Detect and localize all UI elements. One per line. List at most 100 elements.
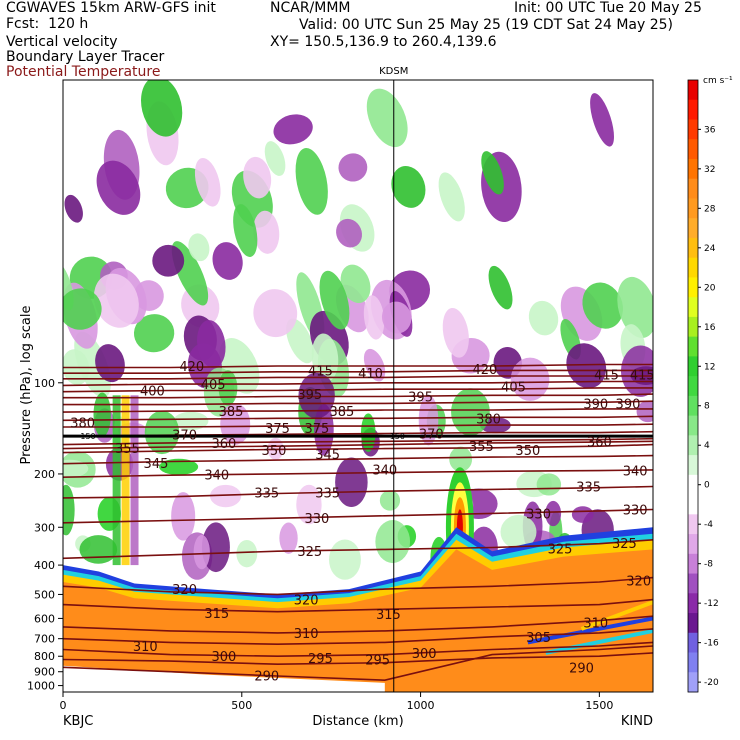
contour-label: 360 — [211, 437, 236, 452]
colorbar-swatch — [688, 257, 698, 278]
y-tick-label: 200 — [34, 468, 55, 481]
velocity-cell — [93, 273, 139, 328]
contour-label: 295 — [308, 652, 333, 667]
velocity-cell — [273, 114, 313, 145]
velocity-cell — [212, 242, 243, 280]
colorbar-label: 20 — [704, 283, 716, 293]
colorbar-label: 28 — [704, 204, 716, 214]
velocity-cell — [381, 301, 412, 334]
contour-label: 370 — [172, 428, 197, 443]
theta-contour-315 — [63, 598, 653, 613]
contour-label: 385 — [329, 405, 354, 420]
bl-streak — [580, 600, 653, 631]
contour-label: 400 — [140, 384, 165, 399]
theta-contour-300 — [63, 641, 653, 658]
header-field-bl-tracer: Boundary Layer Tracer — [6, 49, 165, 65]
theta-contour-310 — [63, 615, 653, 634]
colorbar-swatch — [688, 356, 698, 377]
colorbar-swatch — [688, 435, 698, 456]
y-axis-label: Pressure (hPa), log scale — [19, 306, 34, 465]
contour-label: 325 — [612, 537, 637, 552]
velocity-cell — [286, 318, 314, 364]
velocity-cell — [243, 156, 272, 199]
velocity-cell — [366, 88, 408, 148]
header-forecast-hour: Fcst: 120 h — [6, 16, 89, 32]
velocity-cell — [152, 244, 185, 277]
velocity-cell — [74, 331, 111, 398]
theta-contour-420 — [63, 363, 653, 369]
velocity-cell — [311, 333, 339, 382]
y-tick-label: 700 — [34, 633, 55, 646]
contour-label: 320 — [172, 583, 197, 598]
x-axis-label: Distance (km) — [312, 714, 403, 729]
velocity-cell — [236, 540, 258, 568]
x-tick-label: 1500 — [585, 699, 613, 712]
x-tick-label: 1000 — [407, 699, 435, 712]
velocity-plume — [130, 395, 139, 566]
colorbar-swatch — [688, 534, 698, 555]
velocity-cell — [338, 153, 368, 182]
contour-label: 295 — [365, 653, 390, 668]
velocity-cell — [375, 520, 411, 564]
colorbar-label: 12 — [704, 362, 715, 372]
velocity-cell — [360, 413, 376, 452]
axes: 0 500 1000 15001002003004005006007008009001… — [27, 377, 613, 712]
velocity-cell — [336, 218, 362, 248]
colorbar-swatch — [688, 613, 698, 634]
right-endpoint-label: KIND — [621, 714, 653, 729]
colorbar-swatch — [688, 158, 698, 180]
colorbar-swatch — [688, 178, 698, 199]
theta-contour-380 — [63, 415, 653, 422]
theta-contour-415 — [63, 369, 653, 374]
theta-contour-395 — [63, 393, 653, 399]
plot-frame — [62, 79, 654, 693]
contour-label: 390 — [616, 397, 641, 412]
velocity-cell — [319, 270, 350, 330]
contour-label: 345 — [144, 457, 169, 472]
colorbar-label: -12 — [704, 599, 719, 609]
velocity-cell — [438, 172, 465, 222]
contour-label: 315 — [376, 608, 401, 623]
y-tick-label: 500 — [34, 588, 55, 601]
theta-contour-350 — [63, 443, 653, 454]
colorbar-swatch — [688, 672, 698, 693]
velocity-cell — [379, 490, 401, 511]
colorbar-swatch — [688, 376, 698, 397]
x-tick-label: 0 — [60, 699, 67, 712]
velocity-cell — [571, 506, 594, 523]
kdsm-station-label: KDSM — [379, 66, 408, 77]
velocity-cell — [510, 357, 550, 401]
colorbar-swatch — [688, 494, 698, 515]
header-field-potential-temperature: Potential Temperature — [6, 64, 161, 80]
contour-label: 300 — [211, 650, 236, 665]
y-tick-label: 100 — [34, 377, 55, 390]
x-tick-label: 500 — [231, 699, 252, 712]
theta-contour-325 — [63, 539, 653, 560]
velocity-cell — [279, 522, 298, 554]
colorbar-label: -20 — [704, 678, 719, 688]
velocity-cell — [63, 484, 75, 536]
colorbar-swatch — [688, 198, 698, 219]
contour-label: 420 — [473, 363, 498, 378]
contour-label: 415 — [594, 369, 619, 384]
y-tick-label: 900 — [34, 666, 55, 679]
bl-streak — [527, 616, 653, 645]
velocity-cell — [617, 276, 653, 339]
colorbar-swatch — [688, 553, 698, 575]
contour-label: 345 — [315, 448, 340, 463]
contour-label: 290 — [569, 661, 594, 676]
velocity-cell — [488, 265, 513, 310]
velocity-cell — [141, 80, 183, 137]
colorbar-swatch — [688, 474, 698, 496]
colorbar-swatch — [688, 119, 698, 140]
contour-label: 360 — [587, 435, 612, 450]
theta-contour-400 — [63, 387, 653, 393]
velocity-cell — [79, 535, 118, 564]
potential-temperature-contours — [63, 363, 653, 682]
y-tick-label: 400 — [34, 559, 55, 572]
velocity-cell — [295, 148, 328, 215]
velocity-cell — [481, 151, 504, 195]
contour-label: 325 — [297, 545, 322, 560]
theta-contour-290 — [63, 645, 653, 682]
contour-label: 410 — [358, 367, 383, 382]
